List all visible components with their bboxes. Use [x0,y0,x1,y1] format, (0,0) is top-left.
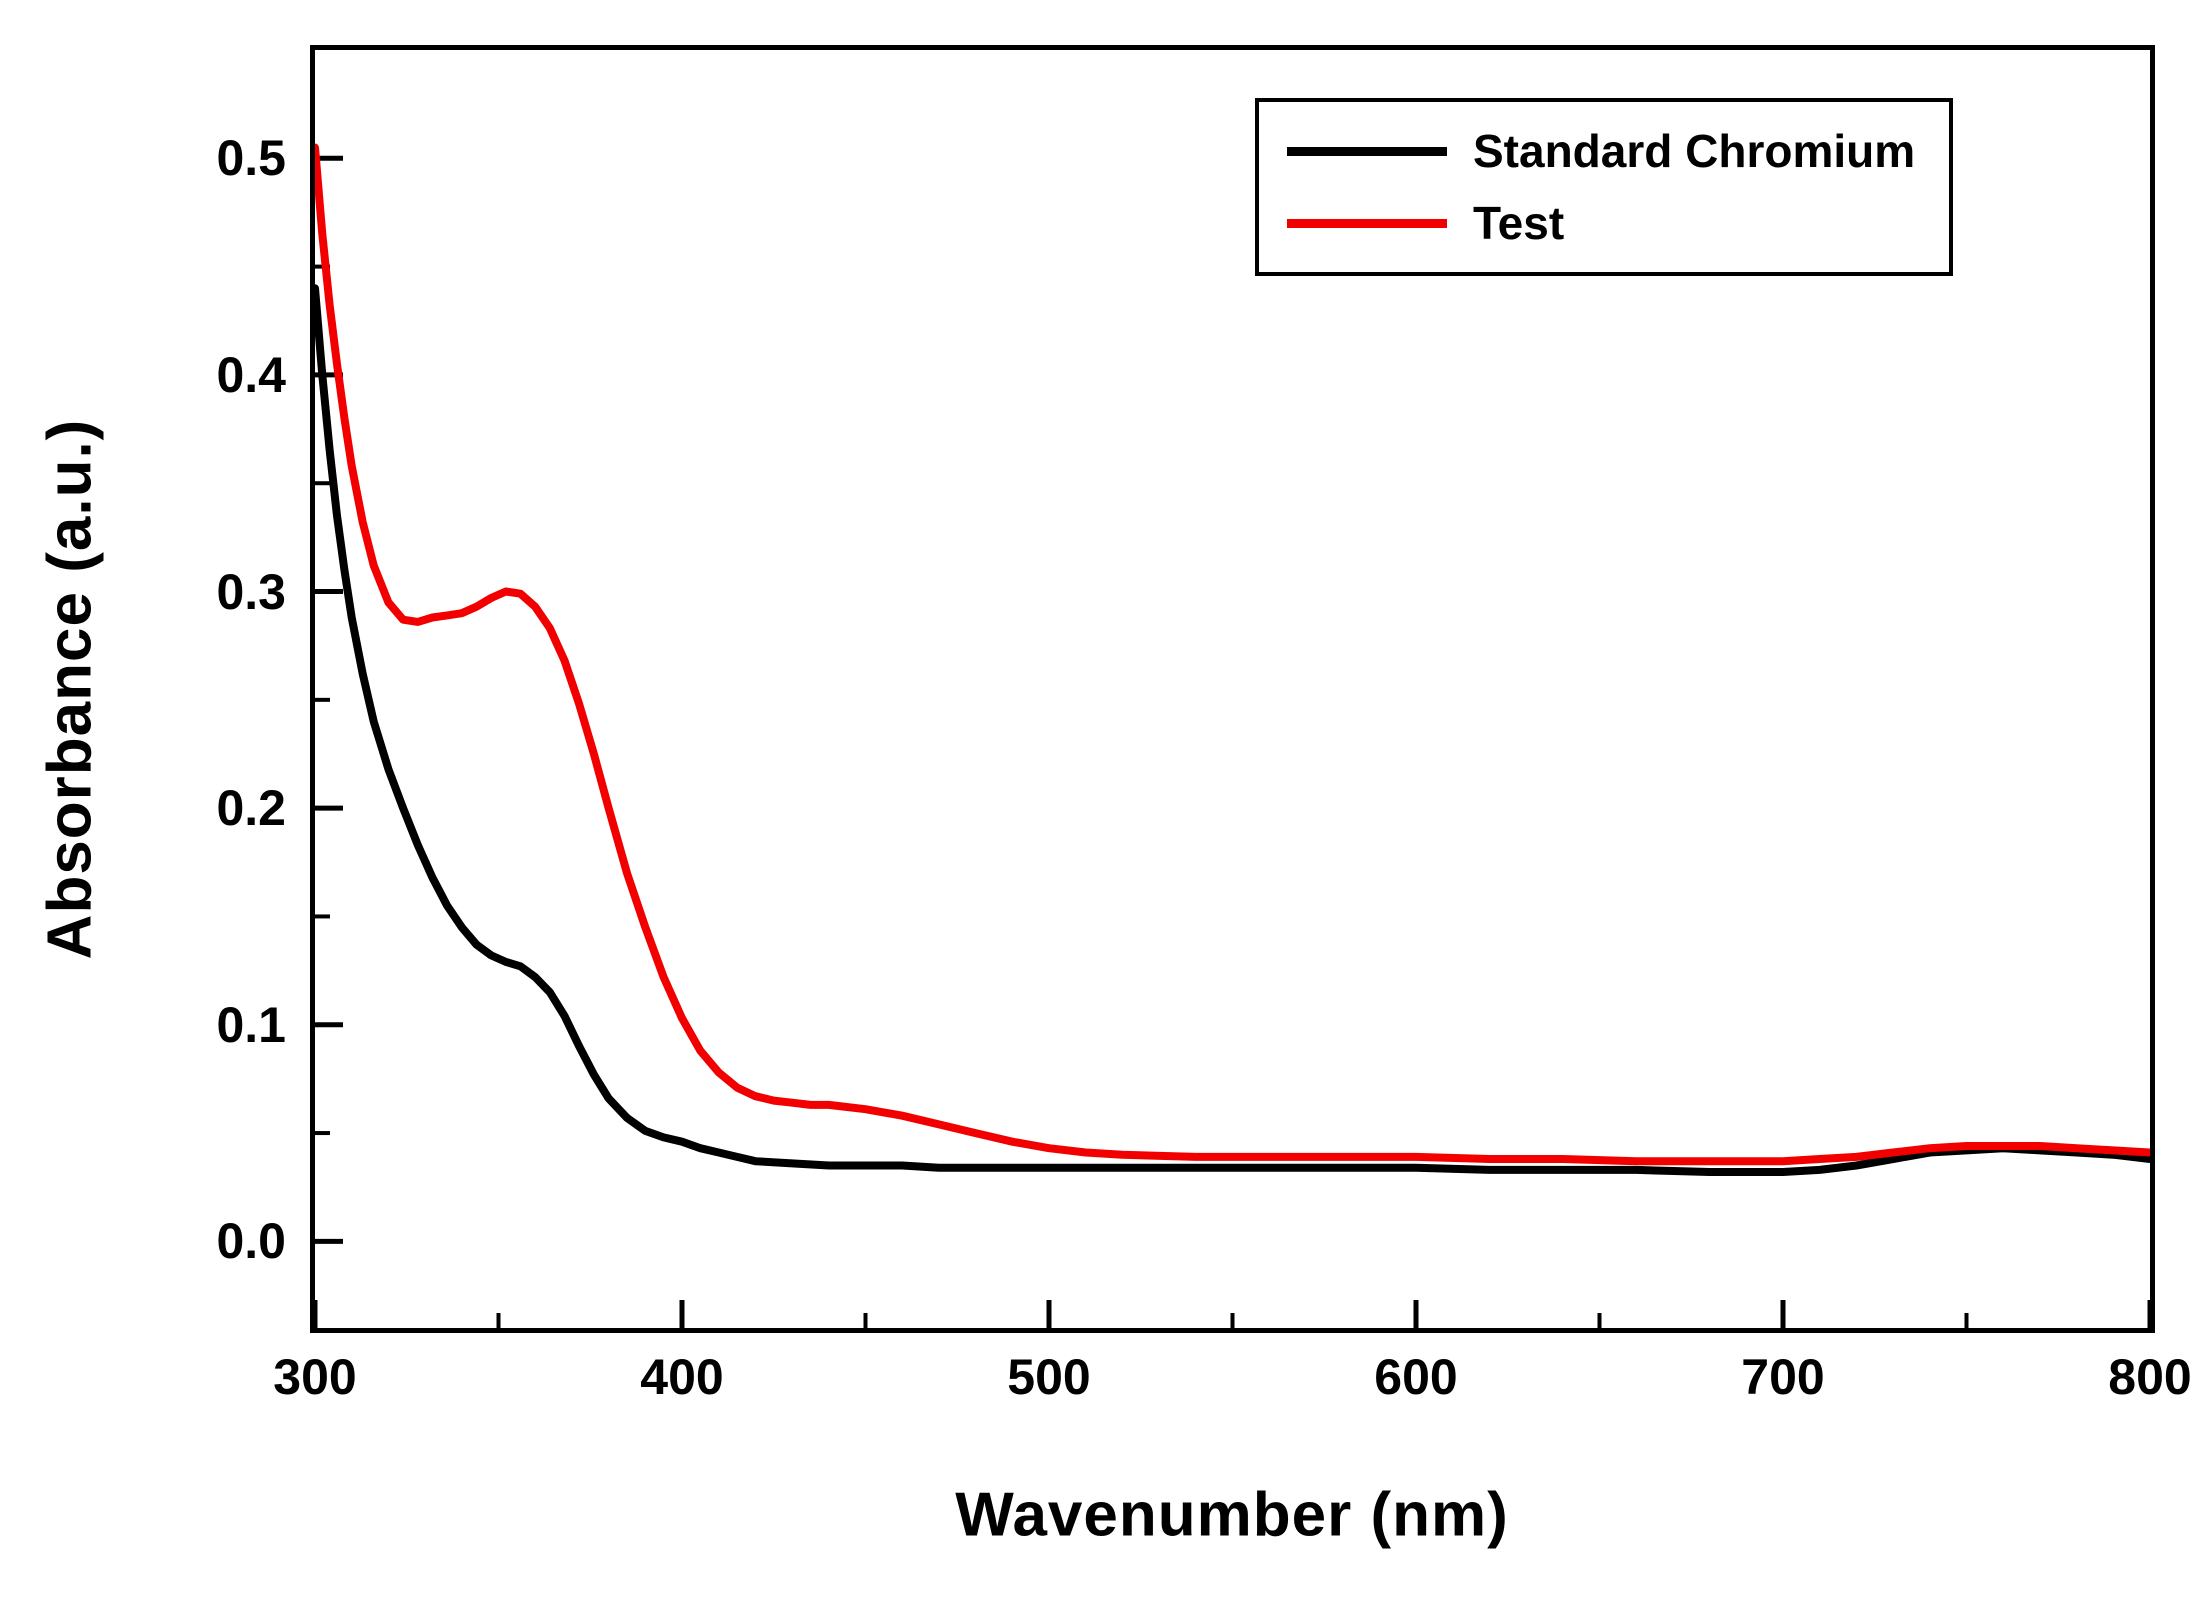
legend-item-test: Test [1287,196,1915,250]
series-line-1 [315,143,2150,1166]
y-tick-label: 0.3 [216,563,286,620]
legend-line-swatch-black [1287,146,1447,156]
x-tick-label: 500 [1007,1349,1091,1405]
legend-label-test: Test [1473,197,1565,249]
x-axis-title: Wavenumber (nm) [955,1480,1509,1550]
x-tick-label: 600 [1374,1349,1458,1405]
legend-item-standard-chromium: Standard Chromium [1287,124,1915,178]
x-tick-label: 700 [1741,1349,1825,1405]
x-tick-label: 400 [640,1349,724,1405]
legend: Standard Chromium Test [1255,98,1954,276]
y-tick-label: 0.5 [216,130,286,187]
y-tick-label: 0.4 [216,346,286,403]
series-line-0 [315,284,2150,1176]
plot-canvas [315,143,2150,1328]
plot-area: Standard Chromium Test [310,45,2155,1333]
y-tick-label: 0.0 [216,1213,286,1270]
legend-label-standard-chromium: Standard Chromium [1473,125,1916,177]
y-axis-title: Absorbance (a.u.) [35,418,105,960]
x-tick-label: 800 [2108,1349,2192,1405]
y-tick-label: 0.1 [216,996,286,1053]
y-tick-label: 0.2 [216,780,286,837]
x-tick-label: 300 [273,1349,357,1405]
legend-line-swatch-red [1287,218,1447,228]
